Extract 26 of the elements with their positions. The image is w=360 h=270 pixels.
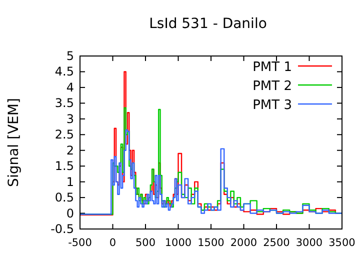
y-tick-label: 0 [66, 206, 74, 220]
legend-label: PMT 2 [252, 79, 292, 94]
y-tick-label: 0.5 [54, 190, 74, 205]
x-tick-label: 0 [109, 237, 116, 249]
chart-title: LsId 531 - Danilo [149, 16, 267, 32]
y-tick-label: 1.5 [54, 159, 74, 174]
legend-label: PMT 1 [252, 60, 292, 75]
y-tick-label: 4.5 [54, 64, 74, 79]
x-tick-label: 3500 [328, 237, 356, 249]
x-tick-label: 3000 [296, 237, 323, 249]
y-axis-title: Signal [VEM] [6, 98, 22, 187]
x-tick-label: 2500 [263, 237, 290, 249]
y-tick-label: 1 [66, 174, 74, 189]
y-tick-label: 5 [66, 49, 74, 63]
y-tick-label: 2 [66, 143, 74, 158]
y-tick-label: 3.5 [54, 96, 74, 110]
y-tick-label: 3 [66, 112, 74, 126]
x-tick-label: 1000 [164, 237, 192, 249]
x-tick-label: 500 [135, 237, 156, 249]
x-tick-label: 2000 [230, 237, 258, 249]
x-tick-label: 1500 [198, 237, 224, 249]
legend-label: PMT 3 [252, 98, 292, 113]
y-tick-label: 2.5 [54, 128, 74, 142]
x-tick-label: -500 [68, 237, 92, 249]
y-tick-label: 4 [66, 80, 74, 94]
y-tick-label: -0.5 [50, 222, 74, 236]
